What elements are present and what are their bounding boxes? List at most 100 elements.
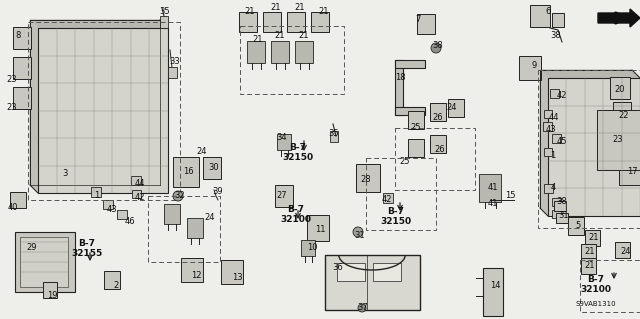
Text: 35: 35 <box>329 130 339 138</box>
Bar <box>613 102 631 122</box>
Circle shape <box>358 304 366 312</box>
Bar <box>173 157 199 187</box>
Bar <box>181 258 203 282</box>
Text: 31: 31 <box>559 211 570 220</box>
Text: 44: 44 <box>548 114 559 122</box>
Text: 21: 21 <box>299 32 309 41</box>
Text: 21: 21 <box>585 248 595 256</box>
Bar <box>311 12 329 32</box>
Text: 21: 21 <box>319 8 329 17</box>
Text: 38: 38 <box>550 31 561 40</box>
Text: 15: 15 <box>505 191 515 201</box>
Bar <box>543 122 552 131</box>
Bar <box>395 60 403 115</box>
Bar <box>263 12 281 32</box>
Text: 26: 26 <box>433 114 444 122</box>
Text: B-7: B-7 <box>588 276 605 285</box>
Bar <box>247 41 265 63</box>
Bar <box>239 12 257 32</box>
Bar <box>581 244 596 260</box>
Text: 13: 13 <box>232 273 243 283</box>
Bar <box>187 218 203 238</box>
Text: 2: 2 <box>113 280 118 290</box>
Bar <box>104 271 120 289</box>
Text: 10: 10 <box>307 243 317 253</box>
Text: 44: 44 <box>135 180 145 189</box>
Text: 21: 21 <box>244 8 255 17</box>
Bar <box>301 240 315 256</box>
Text: B-7: B-7 <box>387 207 404 217</box>
Text: 32150: 32150 <box>282 153 314 162</box>
Bar <box>544 184 553 193</box>
Text: 24: 24 <box>205 213 215 222</box>
Bar <box>271 41 289 63</box>
Bar <box>430 103 446 121</box>
Circle shape <box>353 227 363 237</box>
Bar <box>610 77 630 99</box>
Bar <box>13 87 31 109</box>
Bar <box>13 27 31 49</box>
Text: 7: 7 <box>415 16 420 25</box>
Text: 4: 4 <box>550 183 556 192</box>
Text: 25: 25 <box>411 123 421 132</box>
Text: 1: 1 <box>94 191 100 201</box>
Bar <box>395 60 425 68</box>
Text: 6: 6 <box>545 8 550 17</box>
Text: 29: 29 <box>27 243 37 253</box>
Text: 42: 42 <box>557 92 567 100</box>
Bar <box>43 282 57 298</box>
Bar <box>552 198 561 206</box>
Text: 31: 31 <box>355 231 365 240</box>
Text: 12: 12 <box>191 271 201 279</box>
Text: 33: 33 <box>170 57 180 66</box>
Bar <box>615 242 630 258</box>
Text: 25: 25 <box>400 158 410 167</box>
Bar <box>554 201 566 211</box>
Text: 41: 41 <box>488 183 499 192</box>
Text: 46: 46 <box>125 218 135 226</box>
Text: 32100: 32100 <box>580 286 611 294</box>
Text: 5: 5 <box>575 220 580 229</box>
Bar <box>103 200 113 209</box>
Bar <box>552 13 564 27</box>
Bar <box>552 134 561 143</box>
Bar <box>568 217 584 235</box>
Bar <box>597 110 640 170</box>
Text: 8: 8 <box>15 31 20 40</box>
Text: 21: 21 <box>295 4 305 12</box>
Bar <box>15 232 75 292</box>
Bar <box>10 192 26 208</box>
Text: 43: 43 <box>546 125 556 135</box>
Text: 42: 42 <box>135 194 145 203</box>
Text: 24: 24 <box>621 248 631 256</box>
Bar <box>548 78 640 216</box>
Bar <box>28 22 180 200</box>
Bar <box>430 135 446 153</box>
Bar <box>277 134 291 150</box>
Bar <box>530 5 550 27</box>
Text: 21: 21 <box>275 32 285 41</box>
Text: 23: 23 <box>612 136 623 145</box>
Text: 42: 42 <box>381 196 392 204</box>
Bar <box>328 259 344 277</box>
Polygon shape <box>540 70 640 78</box>
Bar <box>581 258 596 274</box>
Bar <box>91 187 101 197</box>
Bar <box>544 110 552 118</box>
Text: 39: 39 <box>212 188 223 197</box>
Bar <box>160 16 168 28</box>
Text: 37: 37 <box>358 303 369 313</box>
Bar <box>287 12 305 32</box>
Bar <box>550 89 559 98</box>
Text: 9: 9 <box>531 61 536 70</box>
Text: 38: 38 <box>557 197 568 206</box>
Text: 30: 30 <box>209 164 220 173</box>
Text: 14: 14 <box>490 280 500 290</box>
Text: 23: 23 <box>6 103 17 113</box>
Bar <box>373 263 401 281</box>
Text: B-7: B-7 <box>287 205 305 214</box>
Bar <box>148 196 220 262</box>
Text: 32100: 32100 <box>280 216 312 225</box>
Bar <box>585 230 600 246</box>
Text: 28: 28 <box>361 175 371 184</box>
